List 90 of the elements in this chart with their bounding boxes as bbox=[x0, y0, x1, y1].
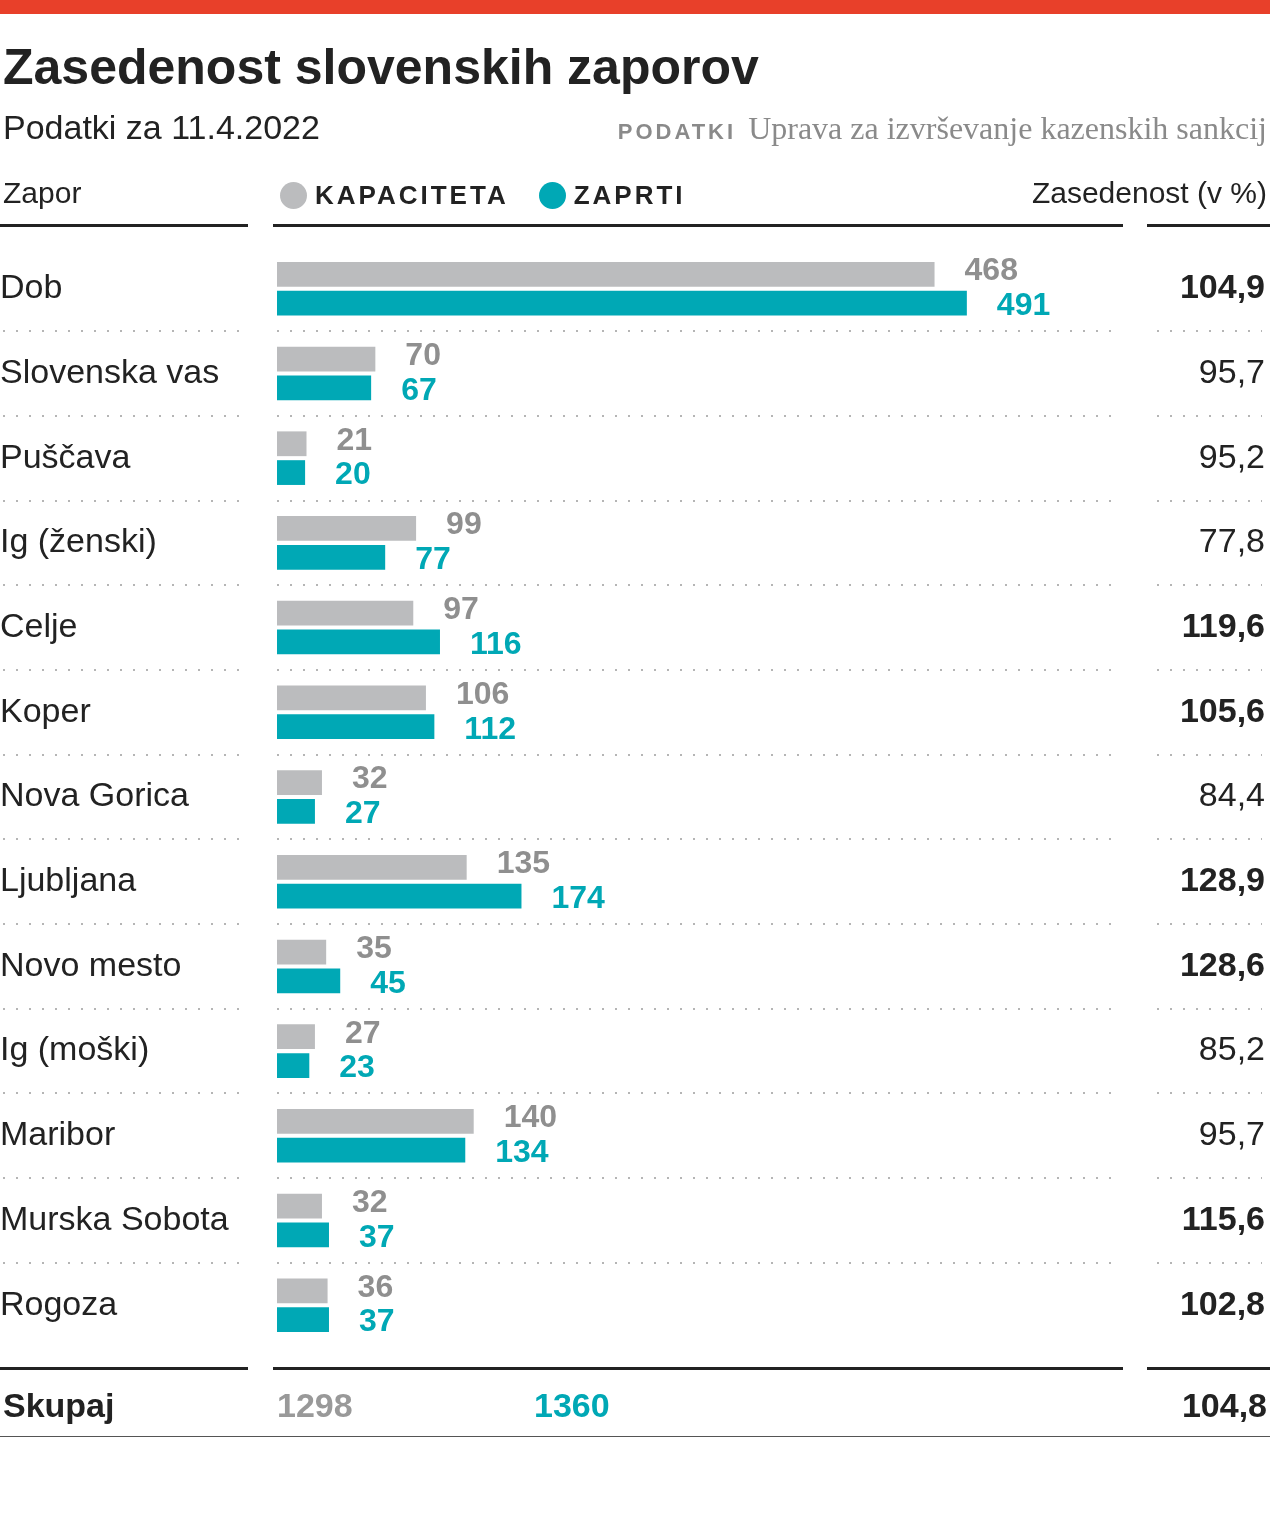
data-label: 23 bbox=[339, 1048, 375, 1085]
data-label: 32 bbox=[351, 759, 388, 796]
data-label: 134 bbox=[495, 1133, 549, 1170]
data-label: 36 bbox=[357, 1267, 394, 1304]
text: 77,8 bbox=[1198, 521, 1265, 560]
data-label: 491 bbox=[996, 285, 1051, 322]
data-label: 27 bbox=[344, 1013, 381, 1050]
bar bbox=[277, 939, 327, 965]
data-label: 20 bbox=[335, 455, 371, 492]
bar bbox=[277, 685, 426, 711]
y-tick-label: Puščava bbox=[0, 436, 131, 475]
data-label: 35 bbox=[356, 928, 392, 965]
text: Uprava za izvrševanje kazenskih sankcij bbox=[748, 110, 1267, 146]
chart-title: Zasedenost slovenskih zaporov bbox=[3, 38, 759, 96]
bar bbox=[277, 460, 306, 485]
text: 95,7 bbox=[1198, 351, 1265, 390]
y-tick-label: Nova Gorica bbox=[0, 775, 190, 814]
bar bbox=[277, 1024, 315, 1050]
data-label: 135 bbox=[496, 844, 551, 881]
bar bbox=[277, 1307, 329, 1333]
data-label: 106 bbox=[455, 674, 510, 711]
data-label: 112 bbox=[464, 709, 516, 746]
bar bbox=[277, 290, 967, 316]
text: Skupaj bbox=[3, 1386, 115, 1425]
data-label: 45 bbox=[370, 963, 406, 1000]
bar bbox=[277, 1053, 310, 1078]
text: 104,8 bbox=[1181, 1386, 1267, 1425]
bar bbox=[277, 883, 522, 909]
data-label: 37 bbox=[358, 1302, 395, 1339]
y-tick-label: Dob bbox=[0, 267, 63, 306]
data-label: 77 bbox=[415, 540, 451, 577]
bar bbox=[277, 1137, 466, 1163]
text: 104,9 bbox=[1179, 267, 1265, 306]
text: 105,6 bbox=[1179, 690, 1265, 729]
bar bbox=[277, 799, 315, 824]
data-label: 140 bbox=[503, 1098, 558, 1135]
text: 85,2 bbox=[1198, 1029, 1265, 1068]
bar bbox=[277, 1278, 328, 1304]
text: 95,2 bbox=[1198, 436, 1265, 475]
data-label: 21 bbox=[336, 420, 373, 457]
data-label: 27 bbox=[344, 794, 381, 831]
text: PODATKI bbox=[617, 119, 737, 144]
bar bbox=[277, 1109, 474, 1134]
y-tick-label: Ig (ženski) bbox=[0, 521, 157, 560]
text: 128,6 bbox=[1179, 944, 1265, 983]
data-label: 174 bbox=[551, 878, 606, 915]
y-tick-label: Koper bbox=[0, 690, 91, 729]
bar bbox=[277, 1193, 322, 1219]
text: 84,4 bbox=[1198, 775, 1265, 814]
data-label: 468 bbox=[964, 251, 1018, 288]
bar bbox=[277, 629, 440, 655]
bar bbox=[277, 375, 372, 401]
y-tick-label: Rogoza bbox=[0, 1283, 118, 1322]
chart-subtitle: Podatki za 11.4.2022 bbox=[3, 108, 320, 147]
bar bbox=[277, 516, 417, 541]
text: 1298 bbox=[277, 1386, 353, 1425]
y-tick-label: Novo mesto bbox=[0, 944, 182, 983]
data-label: 116 bbox=[469, 624, 522, 661]
bar bbox=[277, 431, 307, 457]
data-label: 67 bbox=[401, 370, 437, 407]
text: 115,6 bbox=[1181, 1198, 1265, 1237]
y-tick-label: Celje bbox=[0, 605, 78, 644]
text: 95,7 bbox=[1198, 1114, 1265, 1153]
text: 128,9 bbox=[1179, 860, 1265, 899]
bar bbox=[277, 854, 467, 880]
y-tick-label: Murska Sobota bbox=[0, 1198, 229, 1237]
y-tick-label: Maribor bbox=[0, 1114, 116, 1153]
bar bbox=[277, 968, 341, 994]
data-label: 32 bbox=[351, 1182, 388, 1219]
data-label: 70 bbox=[405, 335, 441, 372]
text: Zasedenost (v %) bbox=[1031, 176, 1267, 210]
legend-label: KAPACITETA bbox=[315, 180, 509, 211]
data-label: 97 bbox=[443, 590, 479, 627]
bar bbox=[277, 261, 935, 287]
bar bbox=[277, 1222, 329, 1248]
y-axis-title: Zapor bbox=[3, 176, 82, 210]
y-tick-label: Ig (moški) bbox=[0, 1029, 150, 1068]
text: 119,6 bbox=[1181, 605, 1265, 644]
bar bbox=[277, 714, 435, 740]
text: 102,8 bbox=[1179, 1283, 1265, 1322]
data-label: 37 bbox=[358, 1217, 395, 1254]
bar bbox=[277, 600, 414, 626]
bar bbox=[277, 346, 376, 372]
data-label: 99 bbox=[446, 505, 482, 542]
y-tick-label: Slovenska vas bbox=[0, 351, 220, 390]
bar bbox=[277, 770, 322, 795]
text: 1360 bbox=[534, 1386, 610, 1425]
y-tick-label: Ljubljana bbox=[0, 860, 137, 899]
legend-label: ZAPRTI bbox=[573, 180, 686, 211]
bar bbox=[277, 544, 386, 570]
